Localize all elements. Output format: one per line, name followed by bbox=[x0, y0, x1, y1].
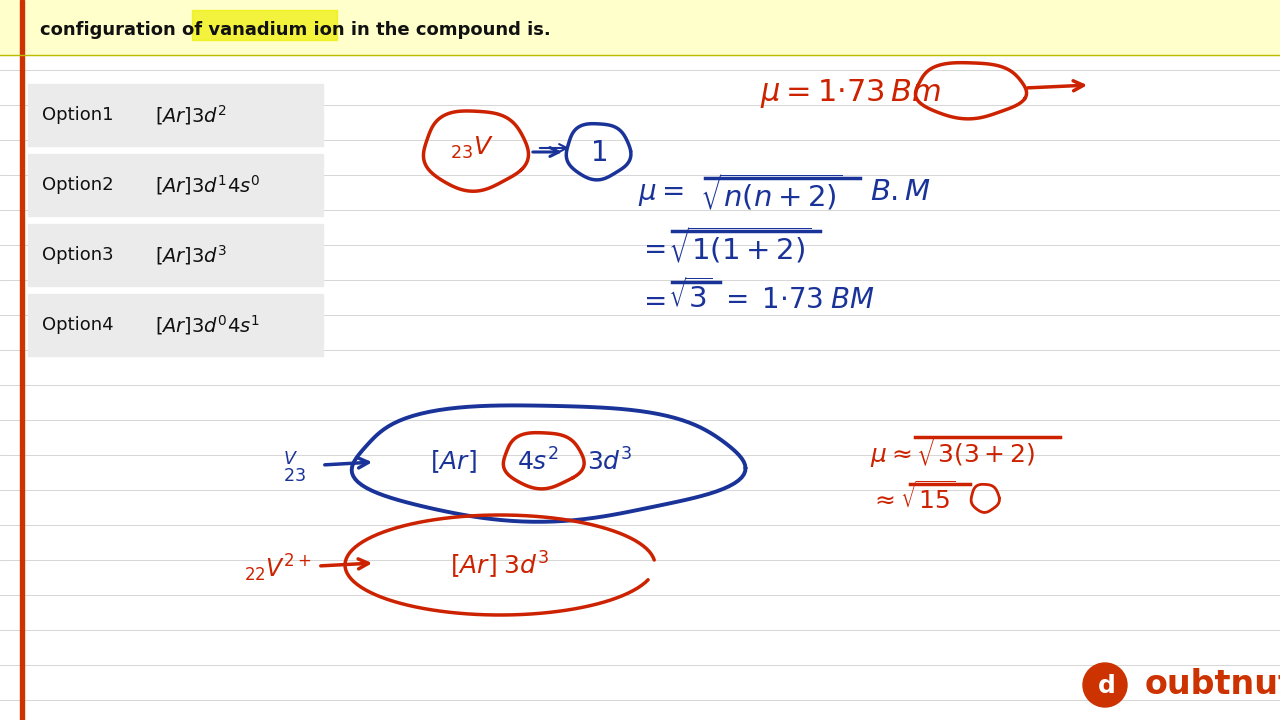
Text: $\mu \approx \sqrt{3(3+2)}$: $\mu \approx \sqrt{3(3+2)}$ bbox=[870, 433, 1041, 470]
Text: $4s^2$: $4s^2$ bbox=[517, 449, 558, 476]
Text: $[Ar]\;3d^3$: $[Ar]\;3d^3$ bbox=[451, 549, 549, 580]
Text: d: d bbox=[1098, 674, 1116, 698]
Text: $\sqrt{1(1+2)}$: $\sqrt{1(1+2)}$ bbox=[668, 225, 812, 266]
Bar bbox=[192, 10, 337, 40]
Text: $[Ar]3d^3$: $[Ar]3d^3$ bbox=[155, 243, 228, 267]
Text: Option2: Option2 bbox=[42, 176, 114, 194]
Text: $[Ar]3d^2$: $[Ar]3d^2$ bbox=[155, 103, 227, 127]
Text: Option4: Option4 bbox=[42, 316, 114, 334]
Text: $\mu = 1{\cdot}73\,Bm$: $\mu = 1{\cdot}73\,Bm$ bbox=[760, 76, 941, 109]
Text: $\approx \sqrt{15}$: $\approx \sqrt{15}$ bbox=[870, 482, 955, 514]
Text: $= \;1{\cdot}73\;BM$: $= \;1{\cdot}73\;BM$ bbox=[719, 287, 876, 313]
Text: $[Ar]3d^04s^1$: $[Ar]3d^04s^1$ bbox=[155, 313, 260, 337]
Text: $_{22}V^{2+}$: $_{22}V^{2+}$ bbox=[244, 552, 312, 584]
Circle shape bbox=[1083, 663, 1126, 707]
Text: $\mu =$: $\mu =$ bbox=[637, 181, 684, 209]
Text: $=$: $=$ bbox=[637, 286, 666, 314]
Text: $_{23}V$: $_{23}V$ bbox=[451, 135, 494, 161]
Text: Option1: Option1 bbox=[42, 106, 114, 124]
Bar bbox=[20, 0, 24, 720]
Text: $1$: $1$ bbox=[590, 139, 607, 167]
Text: $[Ar]$: $[Ar]$ bbox=[430, 449, 476, 475]
Bar bbox=[28, 224, 323, 286]
Text: $B.M$: $B.M$ bbox=[870, 178, 932, 206]
Text: oubtnut: oubtnut bbox=[1146, 668, 1280, 701]
Text: $\sqrt{3}$: $\sqrt{3}$ bbox=[668, 278, 713, 314]
Text: $[Ar]3d^14s^0$: $[Ar]3d^14s^0$ bbox=[155, 173, 260, 197]
Bar bbox=[28, 84, 323, 146]
Bar bbox=[28, 154, 323, 216]
Bar bbox=[28, 294, 323, 356]
Text: Option3: Option3 bbox=[42, 246, 114, 264]
Text: $3d^3$: $3d^3$ bbox=[588, 449, 632, 476]
Text: $_{23}^{V}$: $_{23}^{V}$ bbox=[283, 451, 307, 485]
Text: $\sqrt{n(n+2)}$: $\sqrt{n(n+2)}$ bbox=[700, 171, 844, 212]
Text: $=$: $=$ bbox=[637, 234, 666, 262]
Text: configuration of vanadium ion in the compound is.: configuration of vanadium ion in the com… bbox=[40, 21, 550, 39]
Bar bbox=[0, 0, 1280, 55]
